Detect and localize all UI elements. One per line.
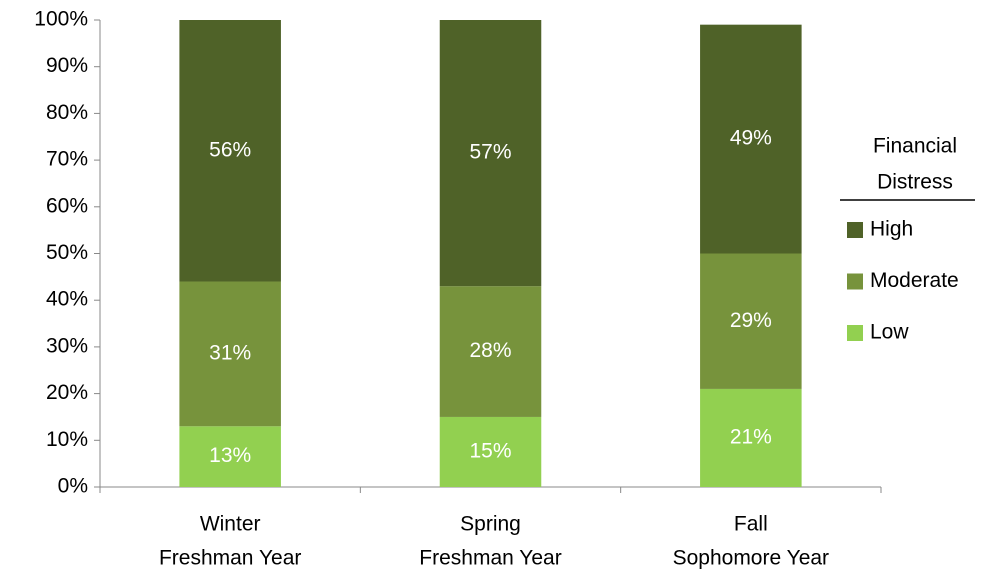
bar-segment <box>700 388 802 487</box>
bar-segment <box>700 24 802 254</box>
bar-segment <box>179 20 281 282</box>
bar-segment <box>179 426 281 487</box>
legend-label: High <box>870 218 913 241</box>
legend-title: Financial <box>873 135 957 158</box>
bar-segment <box>439 286 542 417</box>
legend-swatch <box>847 222 863 238</box>
y-tick-label: 100% <box>34 8 88 31</box>
value-label: 13% <box>209 444 251 467</box>
y-tick-label: 50% <box>46 241 88 264</box>
x-tick-label: Sophomore Year <box>673 547 829 570</box>
y-tick-label: 60% <box>46 194 88 217</box>
value-label: 49% <box>730 127 772 150</box>
bar-segment <box>179 281 281 427</box>
value-label: 56% <box>209 138 251 161</box>
y-tick-label: 80% <box>46 101 88 124</box>
value-label: 21% <box>730 426 772 449</box>
y-tick-label: 20% <box>46 381 88 404</box>
value-label: 31% <box>209 341 251 364</box>
legend-label: Moderate <box>870 269 959 292</box>
legend-label: Low <box>870 321 909 344</box>
bar-segment <box>439 20 542 287</box>
y-tick-label: 40% <box>46 288 88 311</box>
legend-swatch <box>847 325 863 341</box>
y-tick-label: 30% <box>46 334 88 357</box>
y-tick-label: 0% <box>58 475 88 498</box>
value-label: 29% <box>730 309 772 332</box>
x-tick-label: Fall <box>734 513 768 536</box>
legend-title: Distress <box>877 171 953 194</box>
value-label: 57% <box>469 141 511 164</box>
y-tick-label: 90% <box>46 54 88 77</box>
bar-segment <box>439 416 542 487</box>
legend-swatch <box>847 273 863 290</box>
value-label: 28% <box>469 339 511 362</box>
y-tick-label: 70% <box>46 148 88 171</box>
x-tick-label: Spring <box>460 513 521 536</box>
value-label: 15% <box>469 440 511 463</box>
x-tick-label: Winter <box>200 513 261 536</box>
bar-segment <box>700 253 802 389</box>
x-tick-label: Freshman Year <box>159 547 301 570</box>
y-tick-label: 10% <box>46 428 88 451</box>
x-tick-label: Freshman Year <box>419 547 561 570</box>
